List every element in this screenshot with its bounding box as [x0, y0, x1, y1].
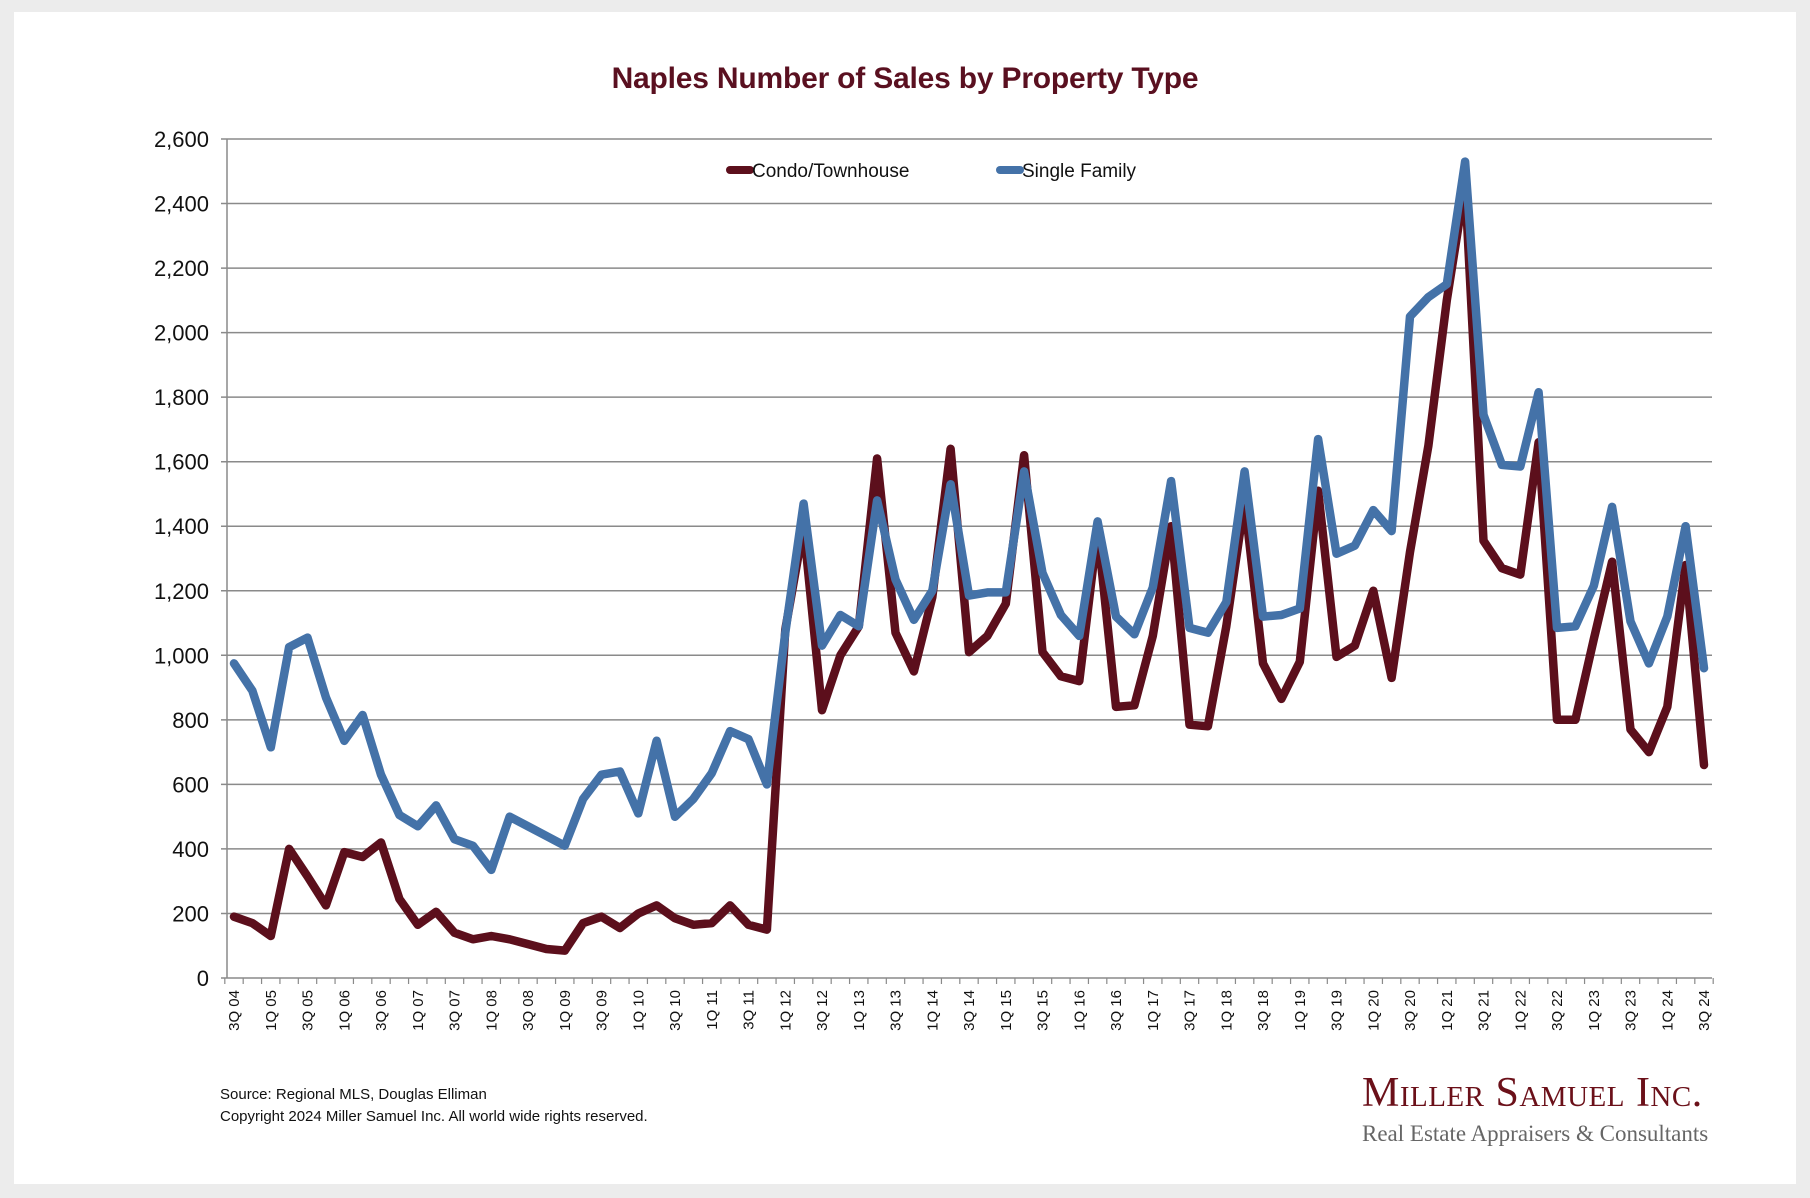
x-tick-label: 1Q 17 [1145, 990, 1162, 1031]
legend-label: Condo/Townhouse [752, 161, 909, 182]
x-tick-label: 1Q 13 [851, 990, 868, 1031]
y-axis: 0 200 400 600 800 1,000 1,200 1,400 1,600 1,800 2,… [154, 127, 209, 991]
x-tick-label: 3Q 14 [961, 990, 978, 1031]
y-tick-label: 800 [172, 708, 209, 733]
x-tick-label: 1Q 16 [1071, 990, 1088, 1031]
y-tick-label: 400 [172, 837, 209, 862]
x-tick-label: 3Q 20 [1402, 990, 1419, 1031]
x-tick-label: 1Q 19 [1292, 990, 1309, 1031]
y-tick-label: 2,400 [154, 192, 209, 217]
y-tick-label: 600 [172, 772, 209, 797]
x-tick-label: 1Q 21 [1439, 990, 1456, 1031]
x-tick-label: 1Q 07 [410, 990, 427, 1031]
x-tick-label: 3Q 15 [1035, 990, 1052, 1031]
x-tick-label: 1Q 05 [263, 990, 280, 1031]
y-tick-label: 1,600 [154, 450, 209, 475]
x-tick-label: 3Q 19 [1329, 990, 1346, 1031]
x-tick-label: 1Q 10 [630, 990, 647, 1031]
y-tick-label: 200 [172, 901, 209, 926]
x-tick-label: 3Q 10 [667, 990, 684, 1031]
source-text: Source: Regional MLS, Douglas Elliman [220, 1086, 487, 1103]
logo-tagline: Real Estate Appraisers & Consultants [1362, 1121, 1709, 1146]
y-tick-label: 0 [197, 966, 209, 991]
x-tick-label: 1Q 06 [336, 990, 353, 1031]
y-tick-label: 1,000 [154, 643, 209, 668]
x-tick-label: 3Q 08 [520, 990, 537, 1031]
x-tick-label: 1Q 12 [777, 990, 794, 1031]
x-tick-label: 1Q 23 [1586, 990, 1603, 1031]
x-tick-label: 3Q 07 [447, 990, 464, 1031]
x-tick-label: 1Q 14 [924, 990, 941, 1031]
y-tick-label: 2,000 [154, 321, 209, 346]
x-tick-label: 3Q 06 [373, 990, 390, 1031]
x-tick-label: 3Q 12 [814, 990, 831, 1031]
chart-title: Naples Number of Sales by Property Type [611, 62, 1199, 95]
y-tick-label: 1,200 [154, 579, 209, 604]
series-lines [229, 157, 1709, 955]
x-tick-label: 3Q 11 [741, 990, 758, 1030]
x-tick-label: 3Q 21 [1476, 990, 1493, 1031]
x-tick-label: 1Q 15 [998, 990, 1015, 1031]
x-tick-label: 1Q 11 [704, 990, 721, 1030]
x-tick-label: 3Q 22 [1549, 990, 1566, 1031]
x-tick-label: 3Q 23 [1623, 990, 1640, 1031]
source-note: Source: Regional MLS, Douglas Elliman Co… [220, 1084, 648, 1128]
x-tick-label: 1Q 24 [1659, 990, 1676, 1031]
y-tick-label: 2,200 [154, 256, 209, 281]
x-tick-label: 3Q 17 [1182, 990, 1199, 1031]
legend-label: Single Family [1022, 161, 1137, 182]
x-axis: 3Q 04 1Q 05 3Q 05 1Q 06 3Q 06 1Q 07 3Q 07 1Q 08… [224, 978, 1714, 1031]
x-tick-label: 3Q 18 [1255, 990, 1272, 1031]
x-tick-label: 1Q 20 [1365, 990, 1382, 1031]
x-tick-label: 1Q 09 [557, 990, 574, 1031]
y-tick-label: 1,400 [154, 514, 209, 539]
x-tick-label: 1Q 18 [1218, 990, 1235, 1031]
legend: Condo/Townhouse Single Family [726, 161, 1137, 182]
x-tick-label: 1Q 22 [1512, 990, 1529, 1031]
logo-name: Miller Samuel Inc. [1362, 1070, 1703, 1116]
x-tick-label: 3Q 24 [1696, 990, 1713, 1031]
company-logo: Miller Samuel Inc. Real Estate Appraiser… [1362, 1071, 1708, 1147]
x-tick-label: 3Q 16 [1108, 990, 1125, 1031]
x-tick-label: 3Q 09 [594, 990, 611, 1031]
copyright-text: Copyright 2024 Miller Samuel Inc. All wo… [220, 1108, 648, 1125]
x-tick-label: 3Q 04 [226, 990, 243, 1031]
x-tick-label: 3Q 05 [300, 990, 317, 1031]
x-tick-label: 3Q 13 [888, 990, 905, 1031]
y-tick-label: 2,600 [154, 127, 209, 152]
y-tick-label: 1,800 [154, 385, 209, 410]
x-tick-label: 1Q 08 [483, 990, 500, 1031]
